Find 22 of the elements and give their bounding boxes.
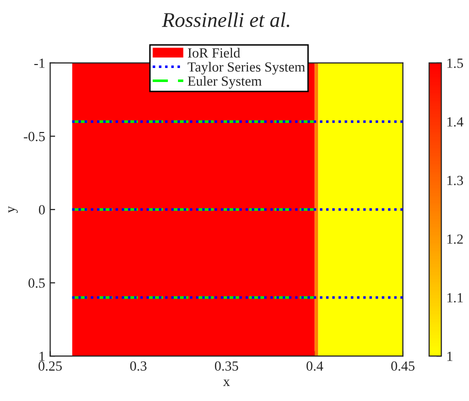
x-tick-label: 0.4 — [306, 361, 324, 371]
y-tick-label: 1 — [40, 352, 44, 361]
chart-title: Rossinelli et al. — [162, 12, 290, 28]
y-axis-title: y — [8, 206, 18, 213]
color-bar-label: 1.1 — [447, 293, 463, 302]
color-bar-label: 1 — [447, 352, 452, 361]
x-tick-label: 0.25 — [38, 361, 62, 371]
color-bar-label: 1.5 — [447, 58, 464, 68]
x-tick-label: 0.45 — [391, 361, 414, 371]
y-tick-label: 0 — [38, 205, 45, 214]
x-tick-label: 0.3 — [130, 361, 146, 371]
y-tick-label: -1 — [34, 58, 44, 68]
color-bar-label: 1.4 — [447, 117, 464, 127]
color-bar-label: 1.3 — [447, 176, 464, 186]
x-tick-label: 0.35 — [214, 361, 238, 371]
y-tick-label: -0.5 — [24, 132, 45, 142]
x-axis-title: x — [223, 380, 230, 386]
color-bar-label: 1.2 — [447, 234, 463, 244]
legend-label: Euler System — [188, 76, 262, 89]
legend-label: Taylor Series System — [188, 62, 306, 75]
band-label: IoR Field — [188, 48, 240, 58]
y-tick-label: 0.5 — [28, 278, 45, 288]
